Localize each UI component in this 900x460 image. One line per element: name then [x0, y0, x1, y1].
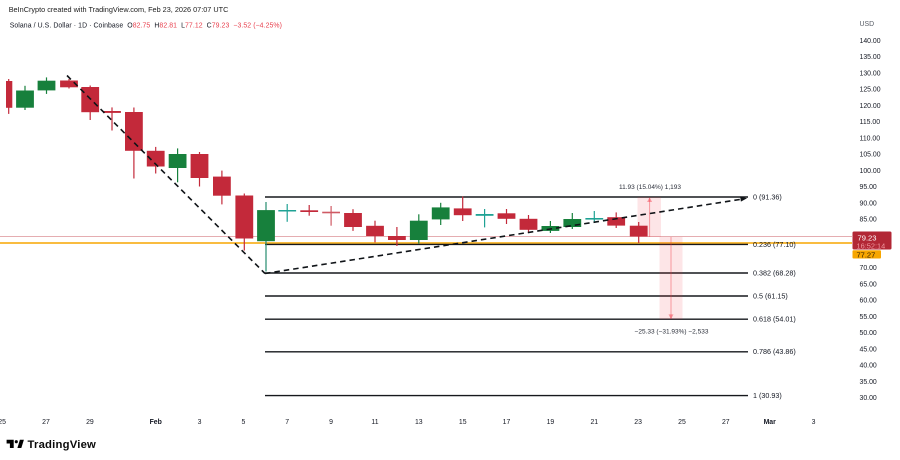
svg-text:95.00: 95.00 [860, 184, 877, 191]
svg-text:140.00: 140.00 [860, 38, 881, 45]
svg-text:17: 17 [503, 419, 511, 426]
svg-text:85.00: 85.00 [860, 217, 877, 224]
svg-text:11.93 (15.04%) 1,193: 11.93 (15.04%) 1,193 [619, 184, 681, 191]
svg-text:5: 5 [241, 419, 245, 426]
svg-text:0 (91.36): 0 (91.36) [753, 192, 782, 201]
svg-text:79.23: 79.23 [858, 234, 877, 243]
svg-text:105.00: 105.00 [860, 152, 881, 159]
svg-text:40.00: 40.00 [860, 363, 877, 370]
svg-text:0.236 (77.10): 0.236 (77.10) [753, 240, 796, 249]
svg-text:1 (30.93): 1 (30.93) [753, 391, 782, 400]
svg-text:7: 7 [285, 419, 289, 426]
svg-text:16:52:14: 16:52:14 [857, 242, 886, 251]
svg-text:27: 27 [42, 419, 50, 426]
svg-text:70.00: 70.00 [860, 265, 877, 272]
svg-text:120.00: 120.00 [860, 103, 881, 110]
svg-text:25: 25 [678, 419, 686, 426]
svg-text:TradingView: TradingView [28, 439, 97, 451]
svg-text:35.00: 35.00 [860, 379, 877, 386]
svg-text:Mar: Mar [764, 419, 777, 426]
svg-text:125.00: 125.00 [860, 87, 881, 94]
svg-text:0.786 (43.86): 0.786 (43.86) [753, 347, 796, 356]
svg-text:19: 19 [547, 419, 555, 426]
svg-text:15: 15 [459, 419, 467, 426]
svg-text:50.00: 50.00 [860, 330, 877, 337]
svg-text:30.00: 30.00 [860, 395, 877, 402]
svg-text:0.382 (68.28): 0.382 (68.28) [753, 268, 796, 277]
svg-text:3: 3 [812, 419, 816, 426]
svg-text:135.00: 135.00 [860, 54, 881, 61]
svg-text:55.00: 55.00 [860, 314, 877, 321]
svg-text:29: 29 [86, 419, 94, 426]
svg-text:100.00: 100.00 [860, 168, 881, 175]
svg-text:13: 13 [415, 419, 423, 426]
svg-text:25: 25 [0, 419, 6, 426]
svg-text:11: 11 [371, 419, 378, 426]
svg-text:90.00: 90.00 [860, 200, 877, 207]
svg-text:USD: USD [860, 21, 875, 28]
svg-text:0.618 (54.01): 0.618 (54.01) [753, 315, 796, 324]
svg-text:3: 3 [198, 419, 202, 426]
svg-text:−25.33 (−31.93%) −2,533: −25.33 (−31.93%) −2,533 [635, 328, 709, 335]
svg-text:Solana / U.S. Dollar · 1D · Co: Solana / U.S. Dollar · 1D · Coinbase O82… [10, 22, 282, 29]
svg-text:77.27: 77.27 [857, 250, 876, 259]
svg-text:23: 23 [634, 419, 642, 426]
svg-text:65.00: 65.00 [860, 281, 877, 288]
svg-text:60.00: 60.00 [860, 298, 877, 305]
svg-text:115.00: 115.00 [860, 119, 881, 126]
svg-text:27: 27 [722, 419, 730, 426]
svg-text:110.00: 110.00 [860, 135, 881, 142]
svg-text:BeInCrypto created with Tradin: BeInCrypto created with TradingView.com,… [9, 5, 229, 14]
svg-text:0.5 (61.15): 0.5 (61.15) [753, 291, 788, 300]
svg-text:45.00: 45.00 [860, 346, 877, 353]
svg-text:130.00: 130.00 [860, 70, 881, 77]
svg-text:9: 9 [329, 419, 333, 426]
svg-text:21: 21 [590, 419, 598, 426]
svg-text:Feb: Feb [150, 419, 162, 426]
